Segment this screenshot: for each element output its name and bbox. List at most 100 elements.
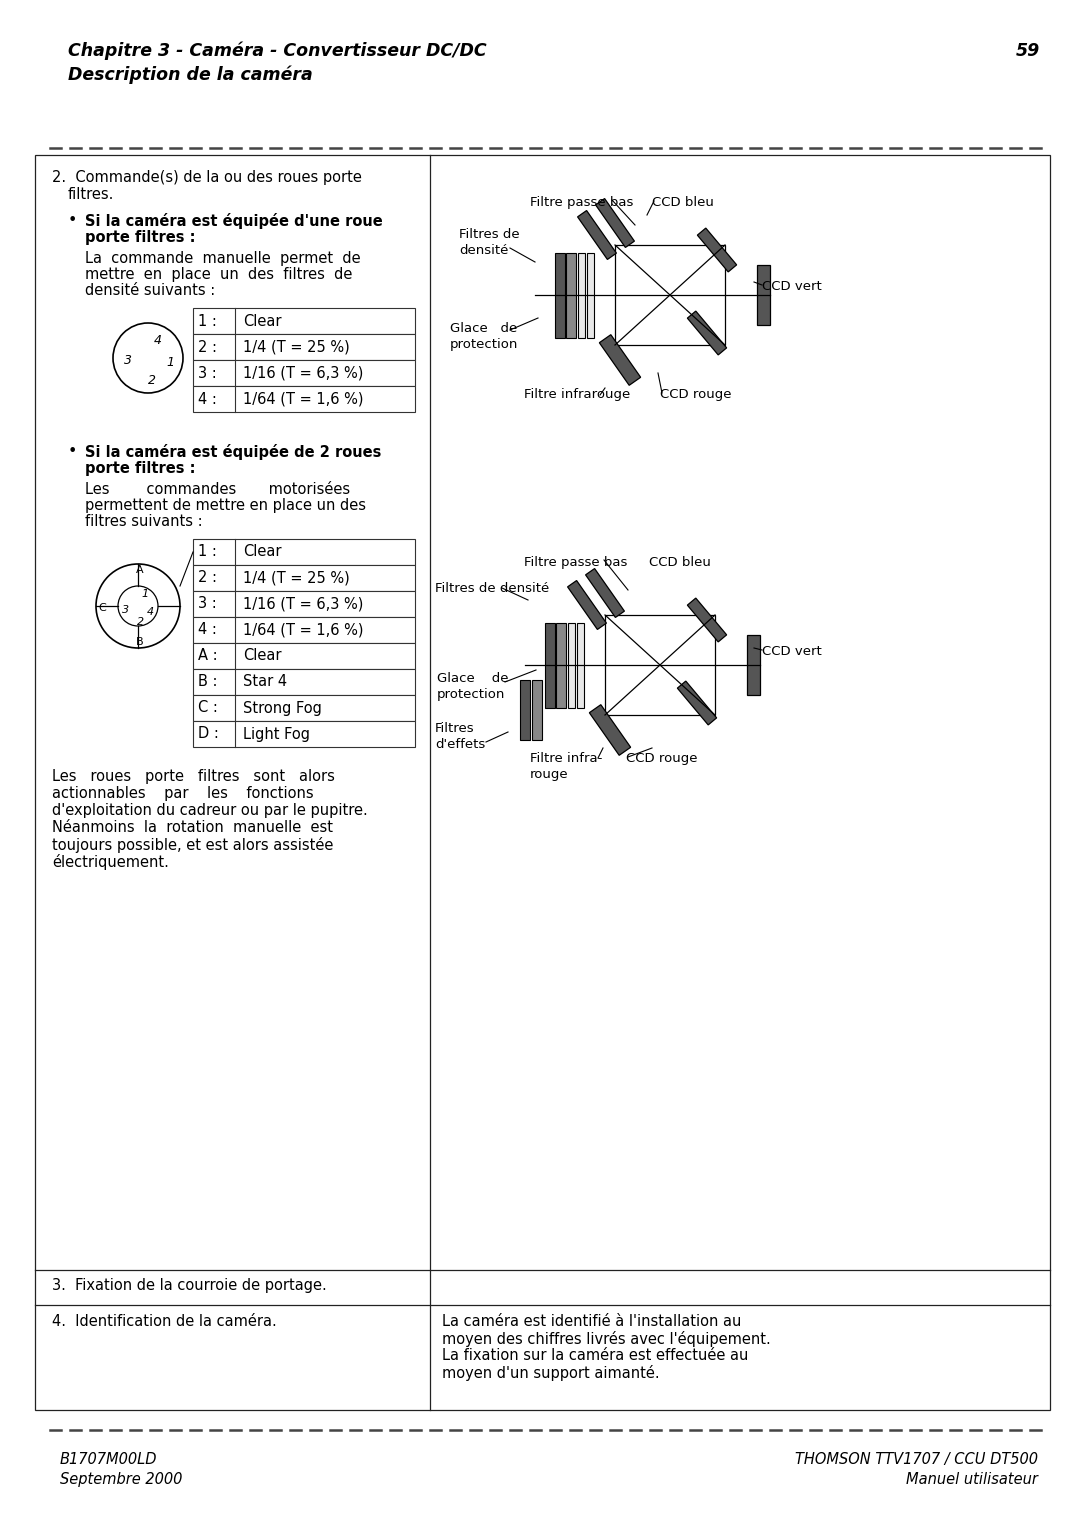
Text: Filtre passe bas: Filtre passe bas [524, 556, 627, 568]
Text: Filtres de densité: Filtres de densité [435, 582, 550, 594]
Text: 4: 4 [147, 607, 153, 617]
Text: CCD vert: CCD vert [762, 280, 822, 293]
Text: Strong Fog: Strong Fog [243, 700, 322, 715]
Text: A: A [136, 565, 144, 575]
Bar [519, 680, 530, 740]
Text: D :: D : [198, 726, 219, 741]
Text: protection: protection [437, 688, 505, 701]
Bar [556, 623, 566, 707]
Text: électriquement.: électriquement. [52, 854, 168, 869]
Text: moyen d'un support aimanté.: moyen d'un support aimanté. [442, 1365, 660, 1381]
Polygon shape [687, 312, 727, 354]
Text: B1707M00LD: B1707M00LD [60, 1452, 158, 1467]
Text: 1/4 (T = 25 %): 1/4 (T = 25 %) [243, 339, 350, 354]
Text: 2 :: 2 : [198, 570, 217, 585]
Bar [193, 643, 415, 669]
Bar [605, 614, 715, 715]
Text: 1/16 (T = 6,3 %): 1/16 (T = 6,3 %) [243, 596, 363, 611]
Text: Si la caméra est équipée d'une roue: Si la caméra est équipée d'une roue [85, 212, 382, 229]
Text: 2: 2 [148, 373, 156, 387]
Polygon shape [698, 228, 737, 272]
Text: C: C [98, 604, 106, 613]
Text: Filtre passe bas: Filtre passe bas [530, 196, 633, 209]
Text: CCD bleu: CCD bleu [652, 196, 714, 209]
Text: 4: 4 [154, 333, 162, 347]
Text: Filtres: Filtres [435, 723, 474, 735]
Text: 2 :: 2 : [198, 339, 217, 354]
Text: d'exploitation du cadreur ou par le pupitre.: d'exploitation du cadreur ou par le pupi… [52, 804, 368, 817]
Text: Manuel utilisateur: Manuel utilisateur [906, 1471, 1038, 1487]
Bar [532, 680, 542, 740]
Polygon shape [590, 704, 631, 755]
Bar [193, 591, 415, 617]
Text: 1: 1 [166, 356, 174, 368]
Text: 1: 1 [141, 588, 149, 599]
Text: moyen des chiffres livrés avec l'équipement.: moyen des chiffres livrés avec l'équipem… [442, 1331, 771, 1348]
Text: 3: 3 [124, 353, 132, 367]
Text: porte filtres :: porte filtres : [85, 231, 195, 244]
Bar [555, 254, 565, 338]
Bar [193, 721, 415, 747]
Bar [193, 387, 415, 413]
Bar [193, 309, 415, 335]
Text: Si la caméra est équipée de 2 roues: Si la caméra est équipée de 2 roues [85, 445, 381, 460]
Text: Glace    de: Glace de [437, 672, 509, 685]
Text: 4.  Identification de la caméra.: 4. Identification de la caméra. [52, 1314, 276, 1329]
Text: 59: 59 [1016, 41, 1040, 60]
Text: Filtre infra-: Filtre infra- [530, 752, 603, 766]
Text: CCD rouge: CCD rouge [626, 752, 698, 766]
Bar [747, 636, 760, 695]
Text: filtres suivants :: filtres suivants : [85, 513, 203, 529]
Text: CCD rouge: CCD rouge [660, 388, 731, 400]
Text: THOMSON TTV1707 / CCU DT500: THOMSON TTV1707 / CCU DT500 [795, 1452, 1038, 1467]
Text: Filtres de: Filtres de [459, 228, 519, 241]
Text: Clear: Clear [243, 544, 282, 559]
Text: CCD vert: CCD vert [762, 645, 822, 659]
Text: Clear: Clear [243, 313, 282, 329]
Bar [35, 154, 1050, 1410]
Text: Light Fog: Light Fog [243, 726, 310, 741]
Text: 2.  Commande(s) de la ou des roues porte: 2. Commande(s) de la ou des roues porte [52, 170, 362, 185]
Bar [577, 623, 584, 707]
Bar [193, 361, 415, 387]
Bar [578, 254, 585, 338]
Bar [566, 254, 576, 338]
Text: mettre  en  place  un  des  filtres  de: mettre en place un des filtres de [85, 267, 352, 283]
Text: C :: C : [198, 700, 218, 715]
Bar [193, 565, 415, 591]
Bar [568, 623, 575, 707]
Text: CCD bleu: CCD bleu [649, 556, 711, 568]
Bar [757, 264, 770, 325]
Text: Septembre 2000: Septembre 2000 [60, 1471, 183, 1487]
Text: Les        commandes       motorisées: Les commandes motorisées [85, 481, 350, 497]
Text: porte filtres :: porte filtres : [85, 461, 195, 477]
Text: permettent de mettre en place un des: permettent de mettre en place un des [85, 498, 366, 513]
Polygon shape [595, 199, 634, 248]
Bar [193, 695, 415, 721]
Text: 3 :: 3 : [198, 596, 217, 611]
Text: 1 :: 1 : [198, 544, 217, 559]
Polygon shape [677, 681, 717, 724]
Bar [545, 623, 555, 707]
Polygon shape [578, 211, 617, 260]
Text: 3 :: 3 : [198, 365, 217, 380]
Text: 4 :: 4 : [198, 622, 217, 637]
Polygon shape [585, 568, 624, 617]
Text: 1/16 (T = 6,3 %): 1/16 (T = 6,3 %) [243, 365, 363, 380]
Text: Filtre infrarouge: Filtre infrarouge [524, 388, 631, 400]
Text: filtres.: filtres. [68, 186, 114, 202]
Bar [193, 539, 415, 565]
Text: 2: 2 [137, 617, 145, 626]
Polygon shape [687, 597, 727, 642]
Text: La caméra est identifié à l'installation au: La caméra est identifié à l'installation… [442, 1314, 741, 1329]
Text: •: • [68, 445, 78, 458]
Bar [193, 669, 415, 695]
Bar [588, 254, 594, 338]
Text: 3: 3 [122, 605, 130, 614]
Text: B :: B : [198, 674, 217, 689]
Text: La  commande  manuelle  permet  de: La commande manuelle permet de [85, 251, 361, 266]
Text: A :: A : [198, 648, 218, 663]
Text: Star 4: Star 4 [243, 674, 287, 689]
Text: densité suivants :: densité suivants : [85, 283, 215, 298]
Text: B: B [136, 637, 144, 646]
